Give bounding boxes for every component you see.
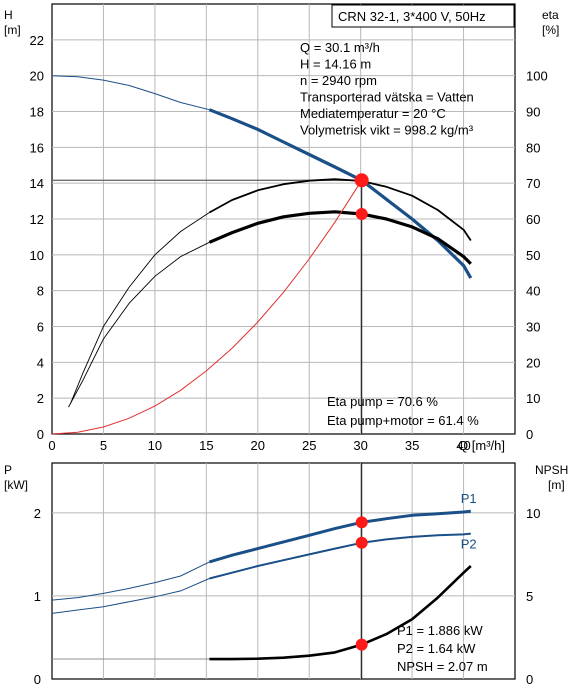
p2-curve-thick bbox=[209, 532, 471, 580]
y-tick-label: 8 bbox=[37, 284, 44, 299]
x-tick-label: 35 bbox=[405, 438, 419, 453]
duty-annotation: n = 2940 rpm bbox=[300, 73, 377, 88]
p2-series-label: P2 bbox=[461, 537, 477, 552]
bottom-grid bbox=[51, 462, 516, 680]
power-annotation: P1 = 1.886 kW bbox=[397, 623, 483, 638]
y-tick-label: 0 bbox=[37, 427, 44, 442]
x-tick-label: 10 bbox=[148, 438, 162, 453]
axis-labels: 0 5 10 15 20 25 30 35 40024681012141618202201020… bbox=[4, 8, 568, 687]
y2-tick-label: 20 bbox=[526, 355, 540, 370]
duty-point-p1-marker bbox=[355, 516, 368, 529]
x-axis-title: Q [m³/h] bbox=[458, 438, 505, 453]
duty-point-npsh-marker bbox=[355, 638, 368, 651]
y2-tick-label: 10 bbox=[526, 391, 540, 406]
y2-tick-label: 0 bbox=[526, 427, 533, 442]
duty-annotation: Volymetrisk vikt = 998.2 kg/m³ bbox=[300, 123, 474, 138]
npsh-axis-title: NPSH bbox=[535, 463, 568, 477]
npsh-tick-label: 0 bbox=[526, 672, 533, 687]
y-tick-label: 22 bbox=[30, 33, 44, 48]
top-grid bbox=[51, 3, 516, 435]
y-tick-label: 6 bbox=[37, 320, 44, 335]
duty-point-eta-marker bbox=[355, 207, 368, 220]
top-curves bbox=[51, 75, 473, 435]
x-tick-label: 40 bbox=[456, 438, 470, 453]
p1-curve-thin bbox=[51, 561, 210, 601]
chart-title: CRN 32-1, 3*400 V, 50Hz bbox=[338, 9, 486, 24]
y-tick-label: 20 bbox=[30, 69, 44, 84]
p-tick-label: 1 bbox=[34, 589, 41, 604]
p1-series-label: P1 bbox=[461, 491, 477, 506]
eta-pump-curve-thick bbox=[208, 178, 472, 242]
duty-point-markers bbox=[354, 173, 369, 651]
x-tick-label: 20 bbox=[251, 438, 265, 453]
p1-curve-thick bbox=[208, 509, 471, 564]
duty-point-p2-marker bbox=[355, 536, 368, 549]
npsh-axis-unit: [m] bbox=[548, 478, 565, 492]
y2-tick-label: 100 bbox=[526, 69, 548, 84]
x-tick-label: 5 bbox=[100, 438, 107, 453]
efficiency-annotation: Eta pump = 70.6 % bbox=[327, 394, 438, 409]
x-tick-label: 0 bbox=[48, 438, 55, 453]
y-tick-label: 18 bbox=[30, 105, 44, 120]
p2-curve-thin bbox=[51, 578, 210, 614]
p-tick-label: 0 bbox=[34, 672, 41, 687]
eta-total-curve-thin bbox=[68, 241, 210, 408]
y2-tick-label: 50 bbox=[526, 248, 540, 263]
duty-annotation: H = 14.16 m bbox=[300, 57, 371, 72]
y2-tick-label: 60 bbox=[526, 212, 540, 227]
y2-axis-unit: [%] bbox=[542, 23, 559, 37]
y-tick-label: 16 bbox=[30, 140, 44, 155]
npsh-curve bbox=[209, 565, 472, 661]
y2-tick-label: 90 bbox=[526, 105, 540, 120]
x-tick-label: 25 bbox=[302, 438, 316, 453]
y-tick-label: 12 bbox=[30, 212, 44, 227]
y-tick-label: 14 bbox=[30, 176, 44, 191]
head-curve-thin bbox=[51, 75, 210, 111]
p-axis-unit: [kW] bbox=[4, 478, 28, 492]
y2-tick-label: 80 bbox=[526, 140, 540, 155]
y-tick-label: 4 bbox=[37, 355, 44, 370]
y-axis-unit: [m] bbox=[4, 23, 21, 37]
duty-annotation: Q = 30.1 m³/h bbox=[300, 40, 380, 55]
eta-pump-curve-thin bbox=[70, 212, 210, 404]
y2-tick-label: 30 bbox=[526, 320, 540, 335]
y2-tick-label: 40 bbox=[526, 284, 540, 299]
bottom-plot-frame bbox=[51, 462, 516, 680]
y-tick-label: 2 bbox=[37, 391, 44, 406]
power-annotation: P2 = 1.64 kW bbox=[397, 641, 476, 656]
x-tick-label: 30 bbox=[353, 438, 367, 453]
power-annotation: NPSH = 2.07 m bbox=[397, 659, 488, 674]
eta-total-curve-thick bbox=[208, 210, 472, 265]
y-tick-label: 10 bbox=[30, 248, 44, 263]
chart-title-box bbox=[331, 4, 515, 28]
y2-tick-label: 70 bbox=[526, 176, 540, 191]
y2-axis-title: eta bbox=[542, 8, 559, 22]
duty-point-head-marker bbox=[354, 173, 369, 188]
duty-annotation: Transporterad vätska = Vatten bbox=[300, 90, 474, 105]
npsh-tick-label: 5 bbox=[526, 589, 533, 604]
system-curve bbox=[51, 180, 363, 435]
y-axis-title: H bbox=[4, 8, 13, 22]
efficiency-annotation: Eta pump+motor = 61.4 % bbox=[327, 413, 479, 428]
p-tick-label: 2 bbox=[34, 506, 41, 521]
duty-annotation: Mediatemperatur = 20 °C bbox=[300, 106, 446, 121]
head-curve-thick bbox=[208, 108, 473, 279]
x-tick-label: 15 bbox=[199, 438, 213, 453]
npsh-tick-label: 10 bbox=[526, 506, 540, 521]
p-axis-title: P bbox=[4, 463, 12, 477]
